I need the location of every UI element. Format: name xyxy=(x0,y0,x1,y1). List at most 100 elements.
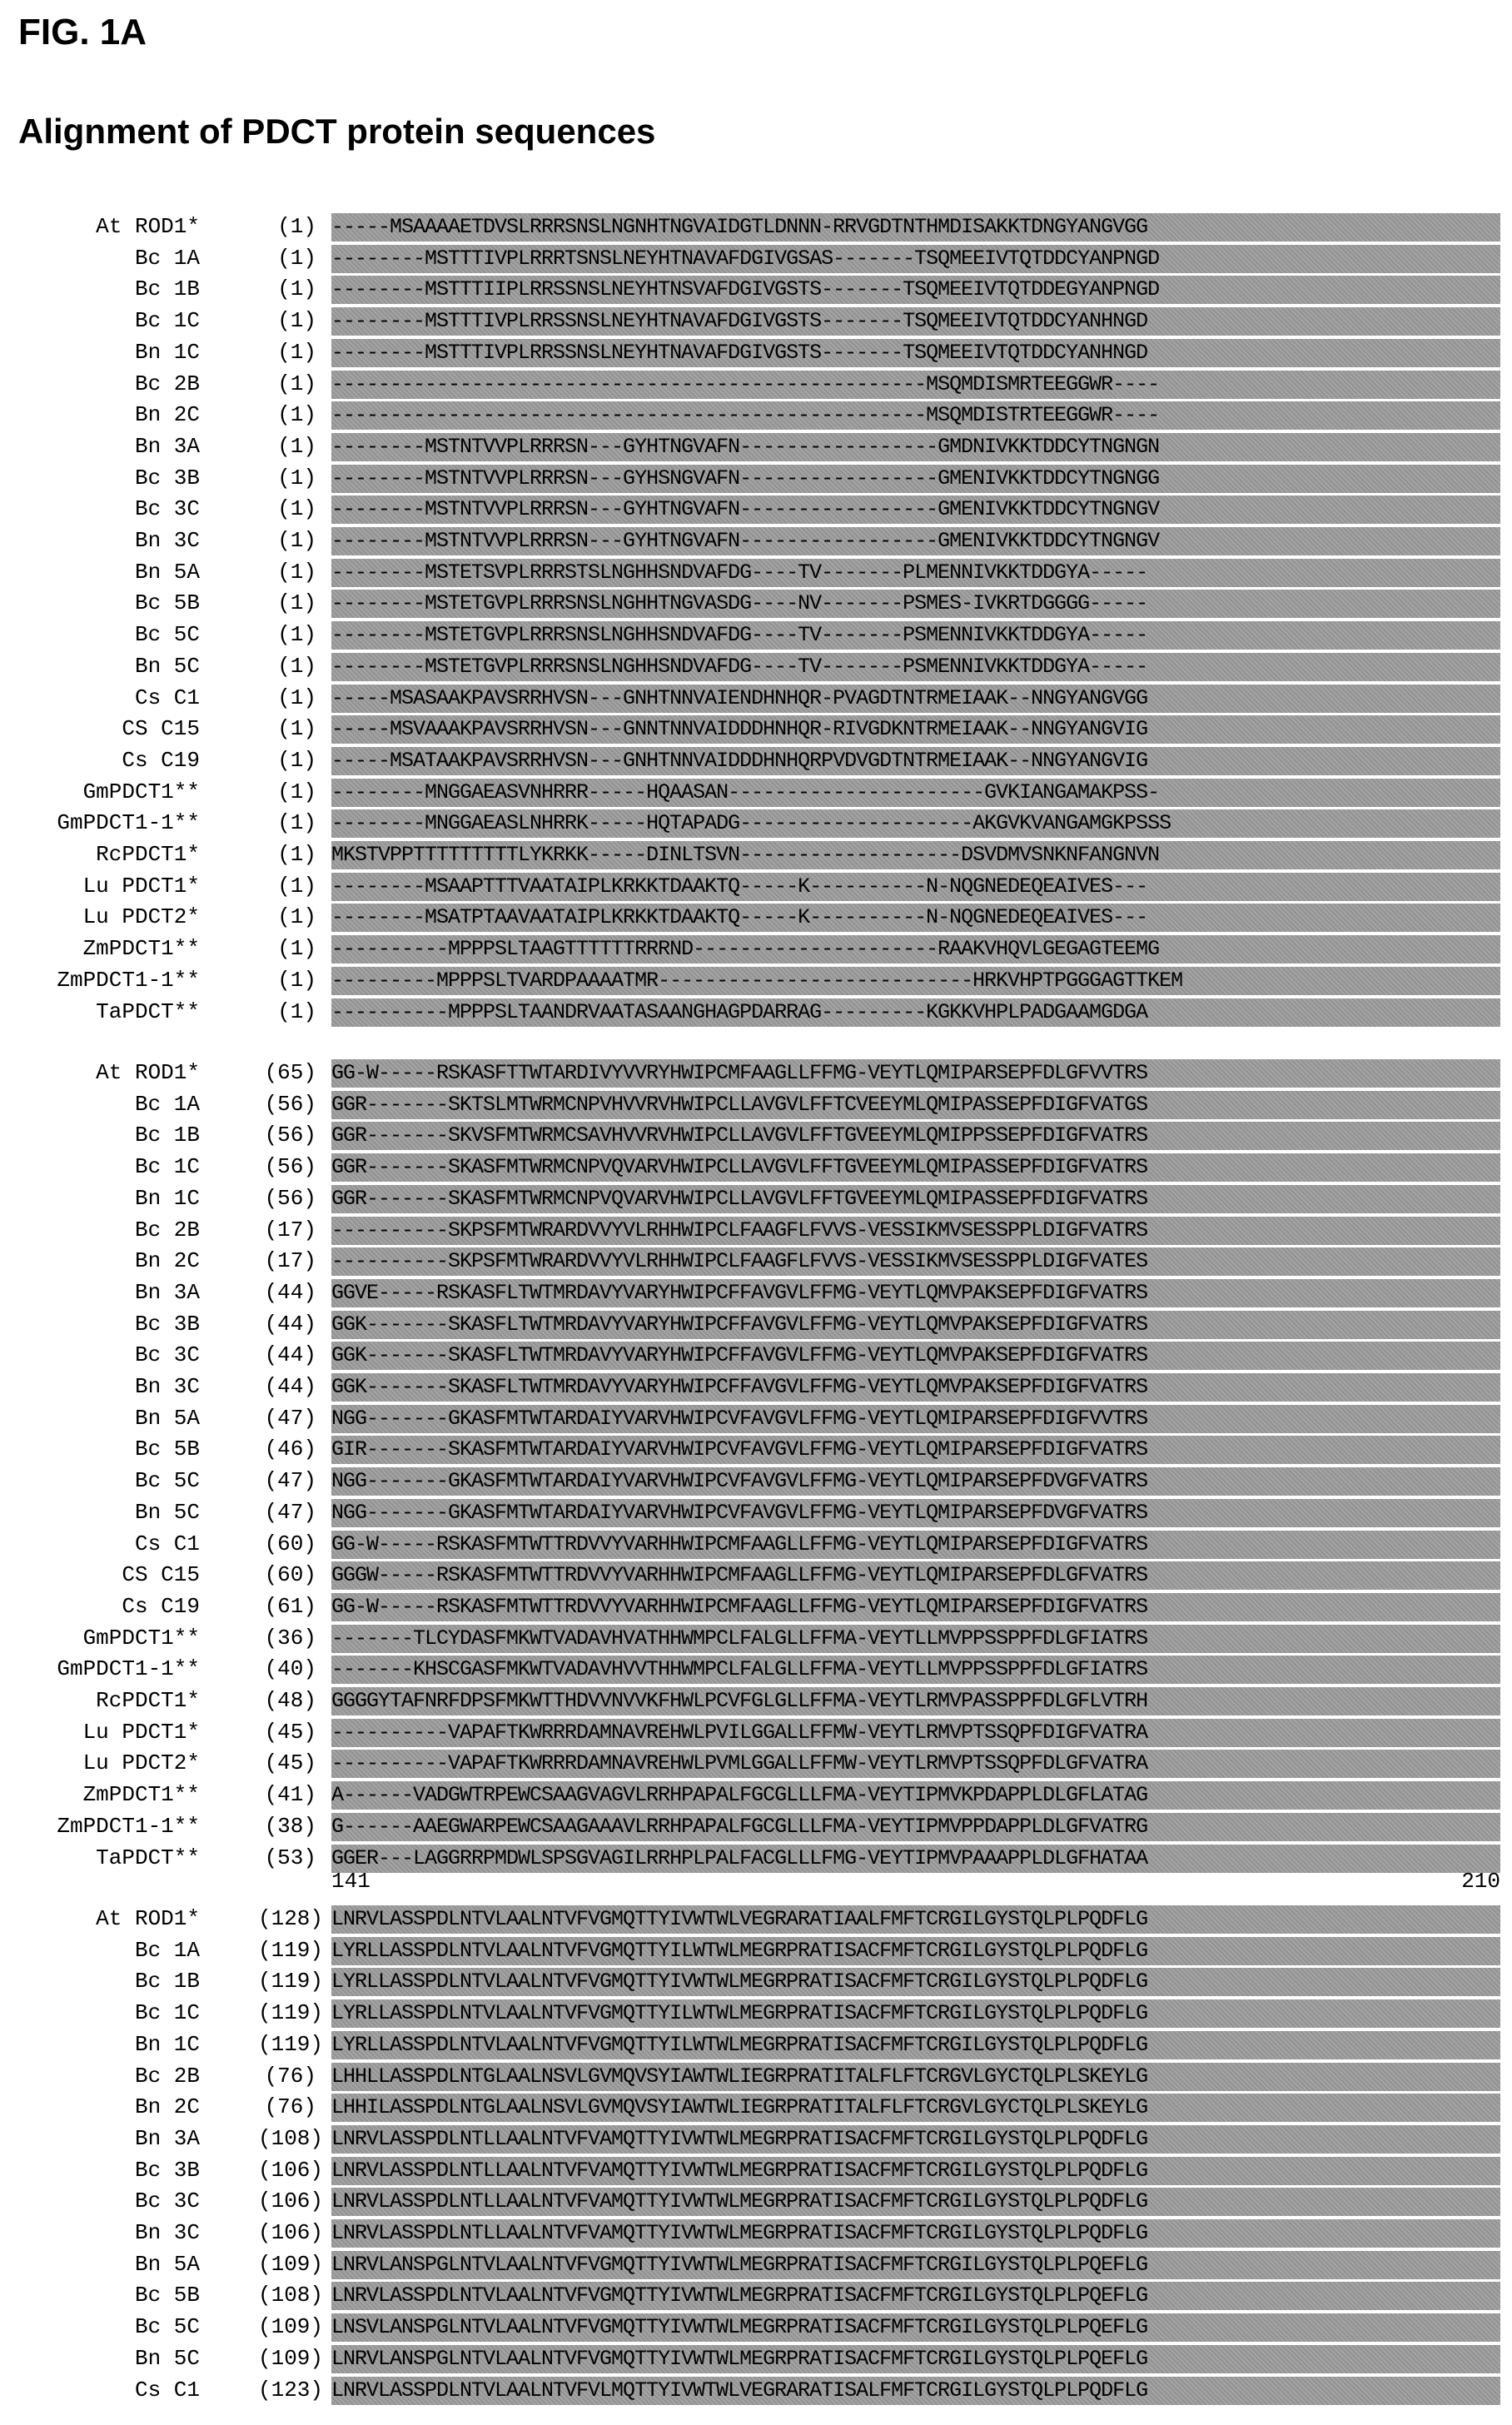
sequence-name: Bn 3A xyxy=(134,2125,200,2151)
sequence-residues: GG-W-----RSKASFMTWTTRDVVYVARHHWIPCMFAAGL… xyxy=(331,1592,1500,1621)
sequence-name: Cs C19 xyxy=(122,1593,200,1619)
sequence-residues: ----------MPPPSLTAAGTTTTTTRRRND---------… xyxy=(331,935,1500,964)
sequence-row: Bc 1C (119) LYRLLASSPDLNTVLAALNTVFVGMQTTYI… xyxy=(0,1998,1512,2029)
sequence-row: Bc 3C (44) GGK-------SKASFLTWTMRDAVYVARYHW… xyxy=(0,1340,1512,1372)
sequence-start-position: (44) xyxy=(264,1342,316,1368)
sequence-name: Bc 3B xyxy=(134,465,200,490)
sequence-row: Bc 1C (1) --------MSTTTIVPLRRSSNSLNEYHTNAV… xyxy=(0,306,1512,337)
sequence-name: Bc 1B xyxy=(134,1969,200,1994)
sequence-name: TaPDCT** xyxy=(96,1845,200,1870)
sequence-row: Cs C1 (1) -----MSASAAKPAVSRRHVSN---GNHTNNV… xyxy=(0,683,1512,715)
sequence-start-position: (1) xyxy=(277,465,316,490)
sequence-start-position: (109) xyxy=(258,2251,324,2277)
sequence-start-position: (76) xyxy=(264,2063,316,2089)
sequence-row: Cs C19 (61) GG-W-----RSKASFMTWTTRDVVYVARHH… xyxy=(0,1591,1512,1623)
sequence-residues: GGGW-----RSKASFMTWTTRDVVYVARHHWIPCMFAAGL… xyxy=(331,1561,1500,1591)
sequence-row: Cs C1 (123) LNRVLASSPDLNTVLAALNTVFVLMQTTYI… xyxy=(0,2375,1512,2407)
sequence-start-position: (1) xyxy=(277,904,316,930)
sequence-name: Bc 5B xyxy=(134,2283,200,2308)
sequence-name: Bn 1C xyxy=(134,1185,200,1211)
sequence-residues: ----------VAPAFTKWRRRDAMNAVREHWLPVMLGGAL… xyxy=(331,1750,1500,1779)
sequence-residues: --------MSTETGVPLRRRSNSLNGHHSNDVAFDG----… xyxy=(331,652,1500,681)
sequence-row: Lu PDCT1* (45) ----------VAPAFTKWRRRDAMNAV… xyxy=(0,1717,1512,1749)
sequence-name: Bc 5B xyxy=(134,590,200,616)
sequence-name: ZmPDCT1** xyxy=(82,1782,200,1808)
sequence-name: ZmPDCT1** xyxy=(82,936,200,962)
sequence-row: Bc 1A (1) --------MSTTTIVPLRRRTSNSLNEYHTNA… xyxy=(0,243,1512,275)
sequence-start-position: (1) xyxy=(277,653,316,679)
sequence-start-position: (1) xyxy=(277,433,316,459)
sequence-row: Bc 5B (108) LNRVLASSPDLNTVLAALNTVFVGMQTTYI… xyxy=(0,2280,1512,2312)
sequence-start-position: (46) xyxy=(264,1437,316,1462)
sequence-row: Bn 3A (44) GGVE-----RSKASFLTWTMRDAVYVARYHW… xyxy=(0,1277,1512,1309)
sequence-name: Bc 1C xyxy=(134,1154,200,1180)
sequence-residues: GGK-------SKASFLTWTMRDAVYVARYHWIPCFFAVGV… xyxy=(331,1373,1500,1402)
sequence-row: Lu PDCT2* (1) --------MSATPTAAVAATAIPLKRKK… xyxy=(0,902,1512,934)
sequence-name: Bn 3C xyxy=(134,528,200,553)
sequence-residues: GGR-------SKTSLMTWRMCNPVHVVRVHWIPCLLAVGV… xyxy=(331,1090,1500,1119)
sequence-name: Bc 1C xyxy=(134,308,200,334)
sequence-name: Bc 3B xyxy=(134,2157,200,2183)
sequence-residues: NGG-------GKASFMTWTARDAIYVARVHWIPCVFAVGV… xyxy=(331,1467,1500,1496)
sequence-residues: LYRLLASSPDLNTVLAALNTVFVGMQTTYILWTWLMEGRP… xyxy=(331,1936,1500,1965)
sequence-start-position: (1) xyxy=(277,622,316,648)
sequence-residues: --------MSATPTAAVAATAIPLKRKKTDAAKTQ-----… xyxy=(331,904,1500,933)
sequence-residues: LHHLLASSPDLNTGLAALNSVLGVMQVSYIAWTWLIEGRP… xyxy=(331,2062,1500,2091)
sequence-start-position: (76) xyxy=(264,2094,316,2120)
sequence-name: Bc 1A xyxy=(134,245,200,271)
figure-label: FIG. 1A xyxy=(18,12,147,52)
sequence-name: Bn 2C xyxy=(134,2094,200,2120)
sequence-start-position: (44) xyxy=(264,1311,316,1337)
sequence-start-position: (109) xyxy=(258,2314,324,2340)
sequence-name: Lu PDCT2* xyxy=(82,1750,200,1776)
sequence-name: GmPDCT1** xyxy=(82,779,200,804)
sequence-row: Bc 1B (56) GGR-------SKVSFMTWRMCSAVHVVRVHW… xyxy=(0,1120,1512,1152)
sequence-residues: A------VADGWTRPEWCSAAGVAGVLRRHPAPALFGCGL… xyxy=(331,1781,1500,1810)
sequence-residues: -------KHSCGASFMKWTVADAVHVVTHHWMPCLFALGL… xyxy=(331,1656,1500,1685)
sequence-residues: --------MSTNTVVPLRRRSN---GYHSNGVAFN-----… xyxy=(331,464,1500,493)
sequence-name: Bc 5B xyxy=(134,1437,200,1462)
sequence-start-position: (61) xyxy=(264,1593,316,1619)
sequence-name: RcPDCT1* xyxy=(96,1688,200,1713)
sequence-start-position: (1) xyxy=(277,308,316,334)
sequence-start-position: (1) xyxy=(277,967,316,993)
sequence-residues: NGG-------GKASFMTWTARDAIYVARVHWIPCVFAVGV… xyxy=(331,1498,1500,1527)
sequence-row: GmPDCT1-1** (40) -------KHSCGASFMKWTVADAVH… xyxy=(0,1654,1512,1686)
sequence-start-position: (108) xyxy=(258,2125,324,2151)
sequence-row: Bc 3C (1) --------MSTNTVVPLRRRSN---GYHTNGV… xyxy=(0,494,1512,525)
sequence-name: Bn 2C xyxy=(134,1248,200,1274)
sequence-name: CS C15 xyxy=(122,1562,200,1588)
sequence-start-position: (1) xyxy=(277,873,316,899)
sequence-start-position: (56) xyxy=(264,1123,316,1148)
sequence-row: Bn 3A (108) LNRVLASSPDLNTLLAALNTVFVAMQTTYI… xyxy=(0,2124,1512,2155)
sequence-residues: ----------------------------------------… xyxy=(331,370,1500,399)
sequence-row: Bn 1C (1) --------MSTTTIVPLRRSSNSLNEYHTNAV… xyxy=(0,337,1512,369)
sequence-residues: LYRLLASSPDLNTVLAALNTVFVGMQTTYIVWTWLMEGRP… xyxy=(331,1968,1500,1997)
sequence-name: ZmPDCT1-1** xyxy=(57,967,200,993)
sequence-name: Cs C19 xyxy=(122,747,200,773)
sequence-start-position: (38) xyxy=(264,1813,316,1839)
sequence-row: Bc 5B (1) --------MSTETGVPLRRRSNSLNGHHTNGV… xyxy=(0,588,1512,620)
sequence-row: Bn 1C (56) GGR-------SKASFMTWRMCNPVQVARVHW… xyxy=(0,1183,1512,1215)
sequence-name: At ROD1* xyxy=(96,214,200,239)
sequence-residues: LNRVLASSPDLNTLLAALNTVFVAMQTTYIVWTWLMEGRP… xyxy=(331,2188,1500,2217)
sequence-start-position: (123) xyxy=(258,2377,324,2403)
sequence-name: Bc 5C xyxy=(134,622,200,648)
sequence-name: Bn 5C xyxy=(134,2345,200,2371)
sequence-start-position: (1) xyxy=(277,528,316,553)
sequence-name: Cs C1 xyxy=(134,1531,200,1556)
position-ruler: 141 210 xyxy=(331,1869,1500,1894)
sequence-name: Bc 5C xyxy=(134,1468,200,1494)
sequence-name: Bc 5C xyxy=(134,2314,200,2340)
sequence-residues: LNRVLASSPDLNTVLAALNTVFVLMQTTYIVWTWLVEGRA… xyxy=(331,2376,1500,2405)
sequence-row: Lu PDCT2* (45) ----------VAPAFTKWRRRDAMNAV… xyxy=(0,1748,1512,1780)
sequence-residues: GGGGYTAFNRFDPSFMKWTTHDVVNVVKFHWLPCVFGLGL… xyxy=(331,1687,1500,1715)
sequence-name: Bn 3A xyxy=(134,433,200,459)
sequence-start-position: (1) xyxy=(277,716,316,742)
sequence-start-position: (45) xyxy=(264,1719,316,1745)
sequence-row: Bn 3C (1) --------MSTNTVVPLRRRSN---GYHTNGV… xyxy=(0,525,1512,557)
sequence-name: Bc 3B xyxy=(134,1311,200,1337)
sequence-residues: GGR-------SKVSFMTWRMCSAVHVVRVHWIPCLLAVGV… xyxy=(331,1122,1500,1151)
sequence-residues: --------MSTTTIVPLRRSSNSLNEYHTNAVAFDGIVGS… xyxy=(331,307,1500,336)
sequence-residues: --------MSTTTIVPLRRSSNSLNEYHTNAVAFDGIVGS… xyxy=(331,338,1500,367)
